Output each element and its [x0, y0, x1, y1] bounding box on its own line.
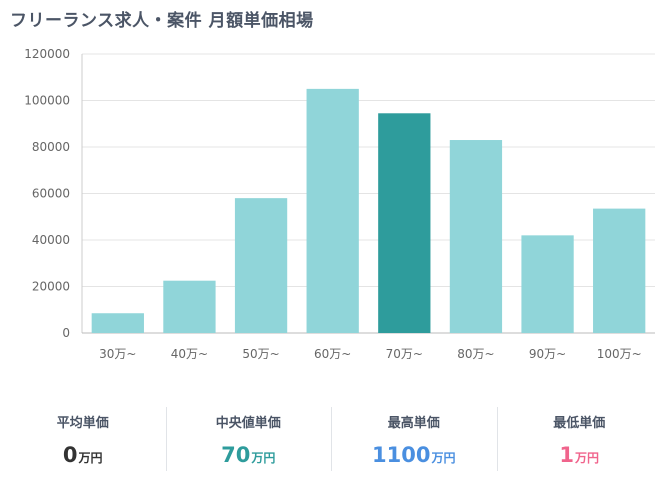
bar	[449, 140, 503, 333]
y-tick-label: 120000	[24, 47, 70, 61]
stat-value: 1100万円	[331, 443, 497, 467]
x-tick-label: 90万~	[529, 347, 566, 361]
x-tick-label: 100万~	[597, 347, 642, 361]
stat-number: 70	[221, 443, 251, 467]
stat-max: 最高単価 1100万円	[331, 402, 497, 472]
stat-average: 平均単価 0万円	[0, 402, 166, 472]
stat-value: 0万円	[0, 443, 166, 467]
y-tick-label: 40000	[32, 233, 70, 247]
stat-label: 平均単価	[56, 416, 109, 431]
y-tick-label: 100000	[24, 94, 70, 108]
y-tick-label: 20000	[32, 280, 70, 294]
bar	[91, 313, 144, 333]
bar	[163, 280, 216, 333]
stat-unit: 万円	[431, 451, 456, 465]
stat-label: 最高単価	[387, 416, 440, 431]
stat-min: 最低単価 1万円	[496, 402, 662, 472]
stat-number: 1100	[372, 443, 431, 467]
x-tick-label: 50万~	[242, 347, 279, 361]
stats-row: 平均単価 0万円 中央値単価 70万円 最高単価 1100万円 最低単価 1万円	[0, 402, 662, 472]
stat-median: 中央値単価 70万円	[165, 402, 332, 472]
stat-label: 中央値単価	[215, 416, 281, 431]
x-tick-label: 40万~	[171, 347, 208, 361]
x-tick-label: 30万~	[99, 347, 136, 361]
stat-label: 最低単価	[553, 416, 606, 431]
x-tick-label: 70万~	[386, 347, 423, 361]
bar	[234, 198, 288, 333]
stat-unit: 万円	[251, 451, 276, 465]
y-tick-label: 60000	[32, 187, 70, 201]
stat-number: 0	[62, 443, 78, 467]
bar	[306, 88, 359, 333]
bar-chart: 0 20000 40000 60000 80000 100000 120000 30万~ 40万…	[24, 47, 655, 361]
stat-unit: 万円	[575, 451, 600, 465]
stat-number: 1	[559, 443, 575, 467]
bar	[378, 113, 431, 333]
stat-value: 1万円	[497, 443, 662, 467]
page-title: フリーランス求人・案件 月額単価相場	[10, 11, 314, 31]
y-tick-label: 0	[62, 326, 70, 340]
x-tick-label: 80万~	[457, 347, 494, 361]
x-tick-label: 60万~	[314, 347, 351, 361]
bar	[593, 208, 646, 333]
y-tick-label: 80000	[32, 140, 70, 154]
stat-value: 70万円	[166, 443, 332, 467]
bar	[521, 235, 574, 333]
stat-unit: 万円	[78, 451, 103, 465]
